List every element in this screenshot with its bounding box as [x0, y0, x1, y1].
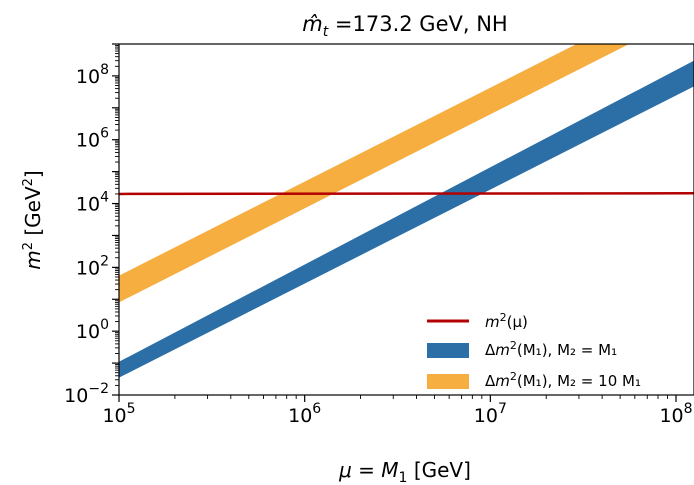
legend-label-0: m2(μ): [485, 311, 528, 331]
tick-layer: 105 106 107 108 10−2 100 102 104 106 108: [64, 43, 693, 427]
y-tick-label-4: 106: [76, 126, 109, 152]
plot-frame: [118, 43, 694, 396]
legend-label-1: Δm2(M₁), M₂ = M₁: [485, 339, 617, 359]
y-tick-label-5: 108: [76, 62, 109, 88]
y-tick-label-2: 102: [76, 253, 109, 279]
legend-swatch-blue-band: [427, 343, 469, 358]
y-tick-label-3: 104: [76, 190, 109, 216]
x-tick-label-3: 108: [659, 401, 692, 427]
x-tick-label-0: 105: [102, 401, 135, 427]
legend-label-2: Δm2(M₁), M₂ = 10 M₁: [485, 370, 641, 390]
legend: m2(μ) Δm2(M₁), M₂ = M₁ Δm2(M₁), M₂ = 10 …: [427, 311, 641, 390]
plot-area: [119, 44, 694, 378]
y-axis-label: m2 [GeV2]: [21, 170, 45, 270]
series-layer: [119, 44, 694, 378]
y-tick-label-1: 100: [76, 317, 109, 343]
x-axis-label: μ = M1 [GeV]: [338, 458, 471, 485]
y-tick-label-0: 10−2: [64, 381, 109, 407]
x-tick-label-2: 107: [474, 401, 507, 427]
x-tick-label-1: 106: [288, 401, 321, 427]
chart-title: m̂t =173.2 GeV, NH: [302, 12, 507, 40]
series-band-1: [119, 60, 694, 378]
series-line-0: [119, 192, 694, 196]
legend-swatch-orange-band: [427, 374, 469, 389]
series-band-2: [119, 44, 630, 303]
